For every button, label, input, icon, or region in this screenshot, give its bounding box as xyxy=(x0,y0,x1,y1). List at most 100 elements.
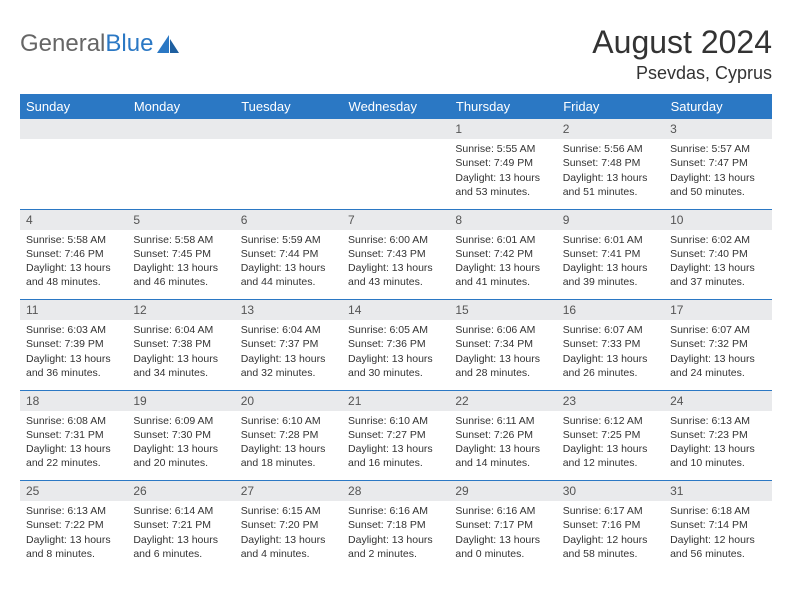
calendar-day-cell xyxy=(342,119,449,209)
sunrise-text: Sunrise: 6:04 AM xyxy=(241,323,336,337)
calendar-day-cell: 27Sunrise: 6:15 AMSunset: 7:20 PMDayligh… xyxy=(235,481,342,571)
day-content: Sunrise: 5:57 AMSunset: 7:47 PMDaylight:… xyxy=(664,139,771,205)
daylight-text: Daylight: 13 hours and 41 minutes. xyxy=(455,261,550,289)
day-content: Sunrise: 6:06 AMSunset: 7:34 PMDaylight:… xyxy=(449,320,556,386)
day-content: Sunrise: 6:03 AMSunset: 7:39 PMDaylight:… xyxy=(20,320,127,386)
day-number: 12 xyxy=(127,300,234,320)
daylight-text: Daylight: 13 hours and 34 minutes. xyxy=(133,352,228,380)
sunrise-text: Sunrise: 6:01 AM xyxy=(455,233,550,247)
calendar-day-cell xyxy=(127,119,234,209)
calendar-day-cell xyxy=(235,119,342,209)
sunrise-text: Sunrise: 5:58 AM xyxy=(133,233,228,247)
daylight-text: Daylight: 13 hours and 51 minutes. xyxy=(563,171,658,199)
sunset-text: Sunset: 7:28 PM xyxy=(241,428,336,442)
day-content: Sunrise: 6:15 AMSunset: 7:20 PMDaylight:… xyxy=(235,501,342,567)
sunrise-text: Sunrise: 6:16 AM xyxy=(348,504,443,518)
calendar-day-cell: 31Sunrise: 6:18 AMSunset: 7:14 PMDayligh… xyxy=(664,481,771,571)
calendar-day-cell: 11Sunrise: 6:03 AMSunset: 7:39 PMDayligh… xyxy=(20,300,127,390)
sunrise-text: Sunrise: 6:07 AM xyxy=(670,323,765,337)
sunrise-text: Sunrise: 6:09 AM xyxy=(133,414,228,428)
daylight-text: Daylight: 13 hours and 10 minutes. xyxy=(670,442,765,470)
day-content: Sunrise: 5:55 AMSunset: 7:49 PMDaylight:… xyxy=(449,139,556,205)
day-number: 14 xyxy=(342,300,449,320)
sunrise-text: Sunrise: 5:56 AM xyxy=(563,142,658,156)
calendar-day-cell: 20Sunrise: 6:10 AMSunset: 7:28 PMDayligh… xyxy=(235,391,342,481)
sunrise-text: Sunrise: 6:13 AM xyxy=(26,504,121,518)
day-number: 6 xyxy=(235,210,342,230)
calendar-week-row: 4Sunrise: 5:58 AMSunset: 7:46 PMDaylight… xyxy=(20,210,772,300)
sunset-text: Sunset: 7:41 PM xyxy=(563,247,658,261)
day-number: 2 xyxy=(557,119,664,139)
day-number: 9 xyxy=(557,210,664,230)
day-number: 25 xyxy=(20,481,127,501)
daylight-text: Daylight: 13 hours and 26 minutes. xyxy=(563,352,658,380)
calendar-day-cell: 7Sunrise: 6:00 AMSunset: 7:43 PMDaylight… xyxy=(342,210,449,300)
day-content: Sunrise: 5:58 AMSunset: 7:45 PMDaylight:… xyxy=(127,230,234,296)
day-content: Sunrise: 5:56 AMSunset: 7:48 PMDaylight:… xyxy=(557,139,664,205)
day-number: 7 xyxy=(342,210,449,230)
calendar-day-cell: 28Sunrise: 6:16 AMSunset: 7:18 PMDayligh… xyxy=(342,481,449,571)
sunrise-text: Sunrise: 6:08 AM xyxy=(26,414,121,428)
day-content: Sunrise: 6:01 AMSunset: 7:41 PMDaylight:… xyxy=(557,230,664,296)
daylight-text: Daylight: 13 hours and 16 minutes. xyxy=(348,442,443,470)
day-number: 26 xyxy=(127,481,234,501)
calendar-day-cell: 16Sunrise: 6:07 AMSunset: 7:33 PMDayligh… xyxy=(557,300,664,390)
daylight-text: Daylight: 13 hours and 6 minutes. xyxy=(133,533,228,561)
sunset-text: Sunset: 7:46 PM xyxy=(26,247,121,261)
daylight-text: Daylight: 13 hours and 32 minutes. xyxy=(241,352,336,380)
day-number: 15 xyxy=(449,300,556,320)
day-content: Sunrise: 6:07 AMSunset: 7:32 PMDaylight:… xyxy=(664,320,771,386)
page-title: August 2024 xyxy=(592,24,772,61)
calendar-week-row: 1Sunrise: 5:55 AMSunset: 7:49 PMDaylight… xyxy=(20,119,772,209)
calendar-table: Sunday Monday Tuesday Wednesday Thursday… xyxy=(20,94,772,571)
sunset-text: Sunset: 7:20 PM xyxy=(241,518,336,532)
sunset-text: Sunset: 7:31 PM xyxy=(26,428,121,442)
calendar-week-row: 11Sunrise: 6:03 AMSunset: 7:39 PMDayligh… xyxy=(20,300,772,390)
sunset-text: Sunset: 7:25 PM xyxy=(563,428,658,442)
day-content: Sunrise: 6:01 AMSunset: 7:42 PMDaylight:… xyxy=(449,230,556,296)
day-content: Sunrise: 6:04 AMSunset: 7:38 PMDaylight:… xyxy=(127,320,234,386)
sunset-text: Sunset: 7:39 PM xyxy=(26,337,121,351)
daylight-text: Daylight: 13 hours and 0 minutes. xyxy=(455,533,550,561)
day-content: Sunrise: 6:09 AMSunset: 7:30 PMDaylight:… xyxy=(127,411,234,477)
sunset-text: Sunset: 7:49 PM xyxy=(455,156,550,170)
brand-part2: Blue xyxy=(105,30,153,58)
sunrise-text: Sunrise: 6:04 AM xyxy=(133,323,228,337)
weekday-tue: Tuesday xyxy=(235,94,342,119)
daylight-text: Daylight: 12 hours and 58 minutes. xyxy=(563,533,658,561)
daylight-text: Daylight: 13 hours and 22 minutes. xyxy=(26,442,121,470)
location-label: Psevdas, Cyprus xyxy=(592,63,772,84)
sunset-text: Sunset: 7:40 PM xyxy=(670,247,765,261)
day-number xyxy=(127,119,234,139)
day-number: 30 xyxy=(557,481,664,501)
weekday-fri: Friday xyxy=(557,94,664,119)
sail-icon xyxy=(155,33,181,55)
calendar-day-cell: 4Sunrise: 5:58 AMSunset: 7:46 PMDaylight… xyxy=(20,210,127,300)
sunrise-text: Sunrise: 5:57 AM xyxy=(670,142,765,156)
sunrise-text: Sunrise: 6:18 AM xyxy=(670,504,765,518)
calendar-day-cell: 29Sunrise: 6:16 AMSunset: 7:17 PMDayligh… xyxy=(449,481,556,571)
day-content: Sunrise: 6:17 AMSunset: 7:16 PMDaylight:… xyxy=(557,501,664,567)
sunrise-text: Sunrise: 6:16 AM xyxy=(455,504,550,518)
daylight-text: Daylight: 13 hours and 50 minutes. xyxy=(670,171,765,199)
sunset-text: Sunset: 7:43 PM xyxy=(348,247,443,261)
sunset-text: Sunset: 7:18 PM xyxy=(348,518,443,532)
day-content: Sunrise: 6:10 AMSunset: 7:27 PMDaylight:… xyxy=(342,411,449,477)
sunrise-text: Sunrise: 5:59 AM xyxy=(241,233,336,247)
sunset-text: Sunset: 7:48 PM xyxy=(563,156,658,170)
day-number: 21 xyxy=(342,391,449,411)
day-content: Sunrise: 6:10 AMSunset: 7:28 PMDaylight:… xyxy=(235,411,342,477)
day-content: Sunrise: 6:14 AMSunset: 7:21 PMDaylight:… xyxy=(127,501,234,567)
daylight-text: Daylight: 13 hours and 20 minutes. xyxy=(133,442,228,470)
day-number: 27 xyxy=(235,481,342,501)
sunrise-text: Sunrise: 6:14 AM xyxy=(133,504,228,518)
sunrise-text: Sunrise: 5:55 AM xyxy=(455,142,550,156)
sunset-text: Sunset: 7:22 PM xyxy=(26,518,121,532)
sunrise-text: Sunrise: 6:00 AM xyxy=(348,233,443,247)
weekday-header-row: Sunday Monday Tuesday Wednesday Thursday… xyxy=(20,94,772,119)
calendar-week-row: 18Sunrise: 6:08 AMSunset: 7:31 PMDayligh… xyxy=(20,391,772,481)
day-content: Sunrise: 6:11 AMSunset: 7:26 PMDaylight:… xyxy=(449,411,556,477)
title-block: August 2024 Psevdas, Cyprus xyxy=(592,24,772,84)
sunrise-text: Sunrise: 5:58 AM xyxy=(26,233,121,247)
sunset-text: Sunset: 7:32 PM xyxy=(670,337,765,351)
